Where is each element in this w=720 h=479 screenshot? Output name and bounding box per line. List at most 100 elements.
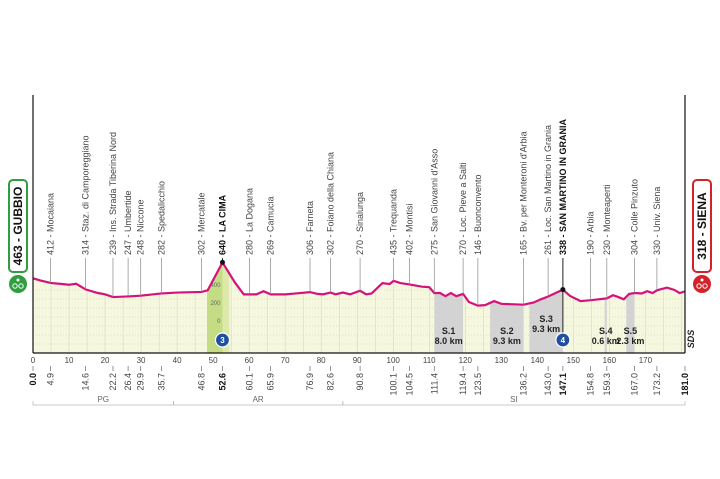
bicycle-icon	[693, 275, 711, 293]
waypoint-label: 165 - Bv. per Monteroni d'Arbia	[519, 131, 529, 255]
x-tick-label: 70	[281, 356, 290, 365]
x-tick-label: 90	[353, 356, 362, 365]
km-label: 65.9	[265, 373, 275, 391]
bicycle-rider	[16, 278, 20, 282]
bicycle-rider	[700, 278, 704, 282]
km-label: 35.7	[157, 373, 167, 391]
profile-line	[32, 260, 686, 307]
sector-name: S.1	[442, 326, 456, 336]
sector-length: 8.0 km	[435, 336, 463, 346]
waypoint-label: 248 - Niccone	[136, 199, 146, 255]
sector-length: 0.6 km	[592, 336, 620, 346]
km-label: 46.8	[197, 373, 207, 391]
sector-name: S.4	[599, 326, 613, 336]
regions: PG AR SI	[32, 395, 686, 406]
x-tick-label: 80	[317, 356, 326, 365]
waypoint-label: 239 - Ins. Strada Tiberina Nord	[108, 132, 118, 255]
km-label: 123.5	[473, 373, 483, 396]
km-label: 82.6	[326, 373, 336, 391]
x-tick-label: 50	[209, 356, 218, 365]
x-tick-label: 150	[567, 356, 581, 365]
km-label: 26.4	[123, 373, 133, 391]
x-tick-label: 60	[245, 356, 254, 365]
x-tick-label: 20	[101, 356, 110, 365]
sector-band	[604, 262, 607, 353]
climb-category-number: 3	[220, 336, 225, 345]
waypoint-label: 435 - Trequanda	[389, 189, 399, 255]
km-label: 52.6	[217, 373, 227, 391]
finish-label: 318 - SIENA	[695, 192, 709, 260]
start-finish: 463 - GUBBIO 318 - SIENA	[8, 179, 712, 293]
sector-length: 9.3 km	[532, 324, 560, 334]
km-label: 29.9	[136, 373, 146, 391]
km-label: 104.5	[404, 373, 414, 396]
sector-name: S.3	[539, 314, 553, 324]
sds-logo: SDS	[686, 330, 696, 349]
waypoint-label: 247 - Umbertide	[123, 190, 133, 255]
start-label: 463 - GUBBIO	[11, 187, 25, 266]
region-label: AR	[253, 395, 264, 404]
climb-category-icon	[214, 332, 231, 348]
km-label: 154.8	[586, 373, 596, 396]
climb-category-number: 4	[561, 336, 566, 345]
waypoint-label: 270 - Sinalunga	[355, 192, 365, 255]
km-label: 167.0	[630, 373, 640, 396]
km-label: 4.9	[46, 373, 56, 386]
km-label: 22.2	[108, 373, 118, 391]
summit-marker	[219, 259, 225, 265]
waypoint-label: 302 - Foiano della Chiana	[326, 152, 336, 255]
climb-band	[222, 262, 230, 353]
waypoint-label: 270 - Loc. Pieve a Salti	[458, 162, 468, 255]
start-box	[8, 179, 28, 273]
km-label: 181.0	[680, 373, 690, 396]
waypoint-label: 412 - Mocaiana	[46, 193, 56, 255]
sector-length: 2.3 km	[616, 336, 644, 346]
sector-band	[626, 262, 635, 353]
region-bracket	[342, 401, 686, 406]
km-label: 147.1	[558, 373, 568, 396]
x-tick-label: 110	[423, 356, 436, 365]
waypoint-label: 230 - Monteaperti	[602, 184, 612, 255]
bicycle-wheel	[702, 283, 708, 289]
x-tick-label: 100	[387, 356, 401, 365]
waypoint-label: 146 - Buonconvento	[473, 174, 483, 255]
waypoint-label: 282 - Spedalicchio	[157, 181, 167, 255]
profile-area	[33, 262, 685, 353]
x-tick-label: 120	[459, 356, 473, 365]
waypoint-label: 190 - Arbia	[586, 211, 596, 255]
km-label: 111.4	[429, 373, 439, 394]
sector-name: S.5	[624, 326, 638, 336]
x-tick-label: 170	[639, 356, 653, 365]
region-label: SI	[510, 395, 518, 404]
x-tick-label: 40	[173, 356, 182, 365]
km-labels: 0.0 4.9 14.6 22.2 26.4 29.9 35.7 46.8 52.6 60.1 65…	[28, 366, 690, 396]
km-label: 143.0	[543, 373, 553, 396]
waypoint-label: 306 - Farneta	[305, 201, 315, 255]
waypoint-label: 304 - Colle Pinzuto	[630, 179, 640, 255]
waypoint-label: 261 - Loc. San Martino in Grania	[543, 125, 553, 255]
waypoint-label: 280 - La Dogana	[244, 188, 254, 255]
km-label: 76.9	[305, 373, 315, 391]
bicycle-wheel	[12, 283, 18, 289]
bicycle-wheel	[18, 283, 24, 289]
climb-scale-tick: 400	[210, 283, 221, 289]
bicycle-icon	[9, 275, 27, 293]
km-label: 60.1	[244, 373, 254, 391]
km-label: 119.4	[458, 373, 468, 395]
bicycle-wheel	[696, 283, 702, 289]
x-tick-label: 0	[31, 356, 36, 365]
x-tick-label: 130	[495, 356, 509, 365]
x-tick-label: 30	[137, 356, 146, 365]
waypoint-label: 302 - Mercatale	[197, 192, 207, 255]
x-tick-label: 10	[65, 356, 74, 365]
km-label: 0.0	[28, 373, 38, 386]
km-label: 90.8	[355, 373, 365, 391]
waypoint-label: 402 - Montisi	[404, 203, 414, 255]
x-axis: 0 10 20 30 40 50 60 70 80 90 100 110 120 130 140 150 160…	[31, 95, 696, 365]
waypoint-label: 269 - Camucia	[265, 196, 275, 255]
km-label: 136.2	[519, 373, 529, 396]
waypoint-label: 338 - SAN MARTINO IN GRANIA	[558, 118, 568, 255]
waypoint-label: 314 - Staz. di Camporeggiano	[81, 135, 91, 255]
x-tick-label: 140	[531, 356, 545, 365]
